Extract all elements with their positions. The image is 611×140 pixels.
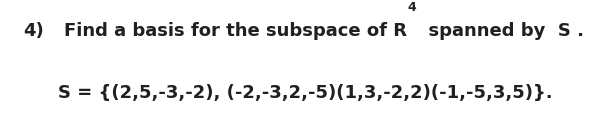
Text: Find a basis for the subspace of R: Find a basis for the subspace of R [64,22,407,40]
Text: spanned by  S .: spanned by S . [416,22,584,40]
Text: 4: 4 [407,1,416,14]
Text: S = {(2,5,-3,-2), (-2,-3,2,-5)(1,3,-2,2)(-1,-5,3,5)}.: S = {(2,5,-3,-2), (-2,-3,2,-5)(1,3,-2,2)… [58,84,553,102]
Text: 4): 4) [23,22,44,40]
